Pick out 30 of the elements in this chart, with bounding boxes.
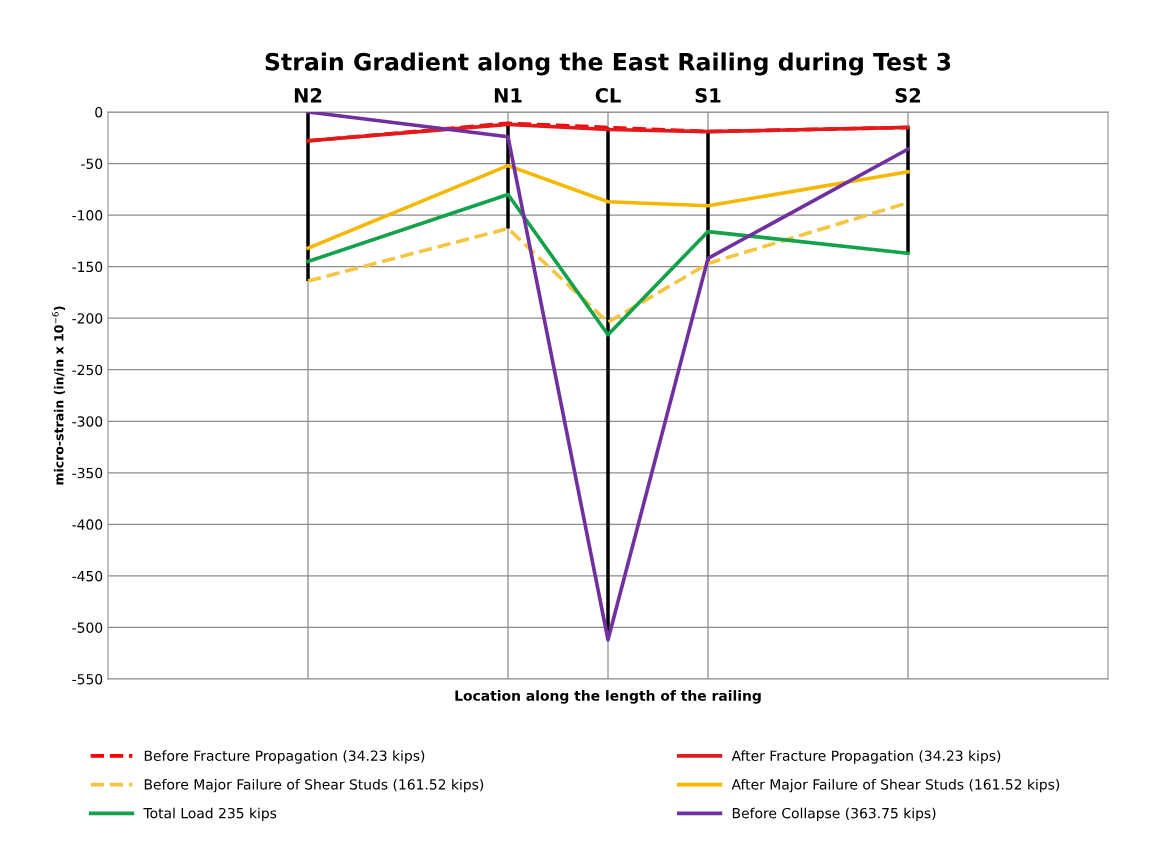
y-tick-label: -200 bbox=[72, 313, 103, 324]
legend-label: Total Load 235 kips bbox=[143, 807, 277, 822]
y-tick-label: -100 bbox=[72, 210, 103, 221]
y-tick-label: 0 bbox=[95, 106, 103, 118]
x-tick-label: N1 bbox=[494, 88, 522, 103]
x-axis-title: Location along the length of the railing bbox=[455, 690, 761, 704]
y-tick-label: -50 bbox=[81, 158, 103, 170]
x-tick-label: S2 bbox=[895, 87, 921, 103]
legend-label: After Major Failure of Shear Studs (161.52 kips) bbox=[731, 778, 1060, 793]
y-tick-label: -400 bbox=[72, 519, 103, 530]
line-series bbox=[306, 163, 910, 250]
y-axis-title: micro-strain (in/in x 10$^{−6}$) bbox=[52, 306, 66, 485]
y-tick-label: -150 bbox=[72, 261, 103, 273]
line-series bbox=[306, 112, 910, 642]
y-tick-label: -500 bbox=[72, 622, 103, 633]
legend-label: After Fracture Propagation (34.23 kips) bbox=[731, 750, 1001, 764]
y-tick-label: -250 bbox=[72, 364, 103, 376]
bar bbox=[306, 112, 310, 282]
x-tick-label: S1 bbox=[695, 87, 721, 103]
x-tick-label: CL bbox=[595, 87, 621, 103]
legend-label: Before Fracture Propagation (34.23 kips) bbox=[144, 750, 425, 764]
legend-label: Before Major Failure of Shear Studs (161.52 kips) bbox=[144, 778, 484, 793]
y-tick-label: -300 bbox=[72, 416, 103, 427]
chart-title: Strain Gradient along the East Railing during Test 3 bbox=[265, 52, 951, 76]
x-tick-label: N2 bbox=[294, 87, 322, 103]
y-tick-label: -350 bbox=[72, 467, 103, 479]
legend-label: Before Collapse (363.75 kips) bbox=[732, 807, 936, 822]
bar bbox=[906, 127, 910, 254]
y-tick-label: -550 bbox=[72, 673, 103, 685]
y-tick-label: -450 bbox=[72, 570, 103, 582]
